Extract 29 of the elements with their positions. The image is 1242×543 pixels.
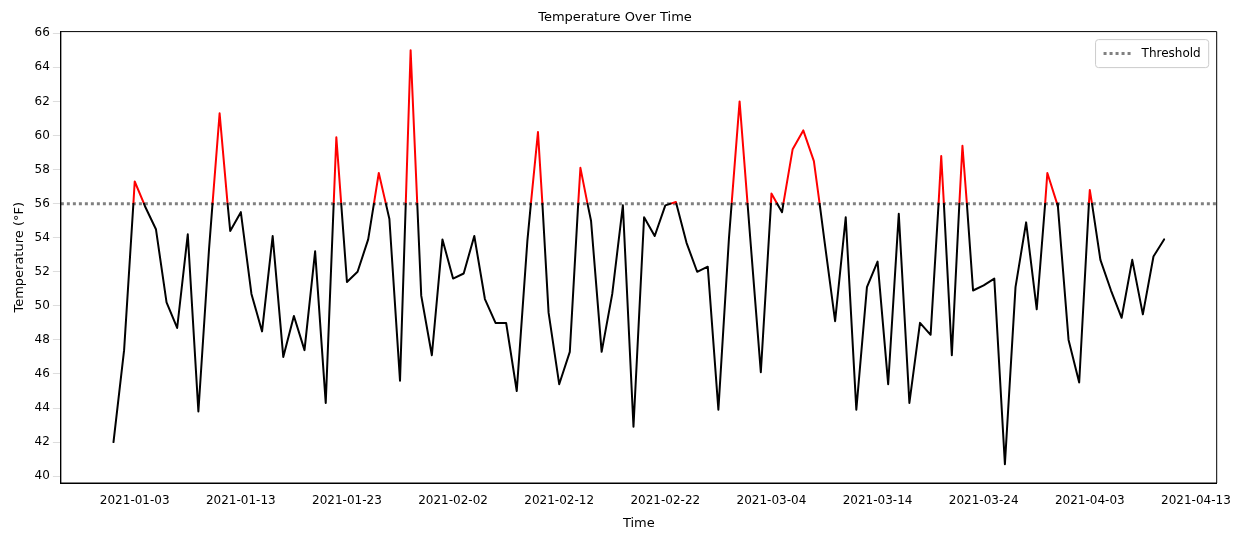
x-tick-label: 2021-04-13 (1161, 493, 1231, 508)
y-tick-label: 46 (34, 366, 50, 381)
x-tick-label: 2021-03-14 (842, 493, 913, 508)
x-tick-label: 2021-03-24 (948, 493, 1019, 508)
y-tick-label: 56 (34, 195, 50, 210)
y-tick-label: 52 (34, 263, 50, 278)
x-axis-title: Time (621, 514, 655, 530)
x-tick-label: 2021-02-02 (418, 493, 488, 508)
x-tick-label: 2021-01-03 (99, 493, 170, 508)
y-tick-label: 48 (34, 332, 50, 347)
legend-label: Threshold (1140, 45, 1201, 60)
y-tick-label: 62 (34, 93, 50, 108)
chart-title: Temperature Over Time (537, 9, 692, 25)
y-tick-label: 50 (34, 297, 50, 312)
x-tick-label: 2021-02-12 (524, 493, 595, 508)
y-tick-label: 66 (34, 25, 50, 40)
x-tick-label: 2021-01-13 (205, 493, 276, 508)
y-tick-label: 58 (34, 161, 50, 176)
y-tick-label: 54 (34, 229, 50, 244)
y-tick-label: 42 (34, 434, 50, 449)
y-tick-label: 64 (34, 59, 50, 74)
y-axis-title: Temperature (°F) (11, 202, 27, 314)
y-tick-label: 60 (34, 127, 50, 142)
x-tick-label: 2021-01-23 (312, 493, 382, 508)
y-tick-label: 40 (34, 468, 50, 483)
y-tick-label: 44 (34, 400, 50, 415)
x-tick-label: 2021-03-04 (736, 493, 807, 508)
x-tick-label: 2021-04-03 (1054, 493, 1125, 508)
x-tick-label: 2021-02-22 (630, 493, 701, 508)
